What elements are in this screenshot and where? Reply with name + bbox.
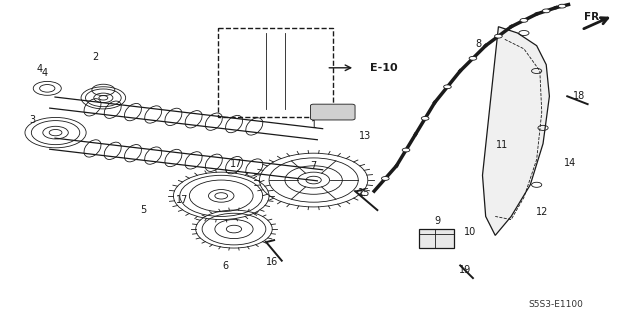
Text: 3: 3 <box>29 115 35 125</box>
Text: 4: 4 <box>36 64 43 74</box>
Text: 4: 4 <box>42 69 48 78</box>
Polygon shape <box>483 27 549 235</box>
Text: 6: 6 <box>223 261 228 271</box>
Text: 13: 13 <box>358 131 371 141</box>
Text: 17: 17 <box>230 159 242 169</box>
Circle shape <box>558 4 566 8</box>
Text: 9: 9 <box>435 216 441 226</box>
Text: 18: 18 <box>573 91 586 100</box>
Text: 15: 15 <box>358 188 371 198</box>
Circle shape <box>495 34 502 38</box>
Circle shape <box>421 116 429 120</box>
Circle shape <box>542 9 550 13</box>
Text: 12: 12 <box>536 207 548 217</box>
Text: 16: 16 <box>266 257 278 267</box>
Text: FR.: FR. <box>584 12 604 22</box>
Text: 8: 8 <box>475 39 481 49</box>
Circle shape <box>469 56 477 60</box>
Text: 7: 7 <box>310 161 317 171</box>
Text: 10: 10 <box>464 227 477 237</box>
Text: 1: 1 <box>310 120 317 130</box>
Circle shape <box>444 85 451 89</box>
Text: S5S3-E1100: S5S3-E1100 <box>529 300 583 309</box>
Text: 5: 5 <box>140 205 146 215</box>
Text: 17: 17 <box>176 195 189 205</box>
Circle shape <box>520 19 528 22</box>
Polygon shape <box>419 229 454 248</box>
Text: E-10: E-10 <box>370 63 397 73</box>
Text: 14: 14 <box>564 158 576 168</box>
Text: 11: 11 <box>495 140 508 150</box>
FancyBboxPatch shape <box>310 104 355 120</box>
Circle shape <box>402 148 410 152</box>
Text: 2: 2 <box>93 52 99 62</box>
Text: 19: 19 <box>458 264 471 275</box>
Circle shape <box>381 177 389 180</box>
